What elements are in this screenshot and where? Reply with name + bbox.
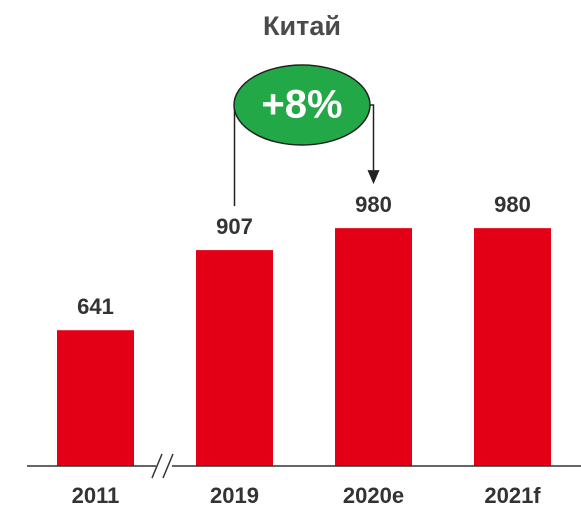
x-tick-label: 2011	[72, 483, 120, 508]
annotation-arrow	[367, 170, 380, 185]
value-label: 907	[216, 214, 253, 239]
value-label: 980	[355, 192, 392, 217]
value-label: 641	[77, 294, 114, 319]
value-label: 980	[494, 192, 531, 217]
bar	[474, 228, 551, 466]
x-tick-label: 2019	[210, 483, 259, 508]
annotation-badge	[233, 64, 371, 146]
axis-break-gap	[156, 463, 172, 469]
annotation-connector	[233, 104, 238, 207]
annotation-text: +8%	[261, 83, 342, 127]
x-tick-label: 2020e	[343, 483, 404, 508]
axis-break	[162, 453, 174, 479]
bar	[335, 228, 412, 466]
bar	[57, 330, 134, 466]
axis-break	[151, 453, 163, 479]
chart-title: Китай	[263, 11, 341, 41]
bar	[196, 250, 273, 466]
x-tick-label: 2021f	[484, 483, 541, 508]
